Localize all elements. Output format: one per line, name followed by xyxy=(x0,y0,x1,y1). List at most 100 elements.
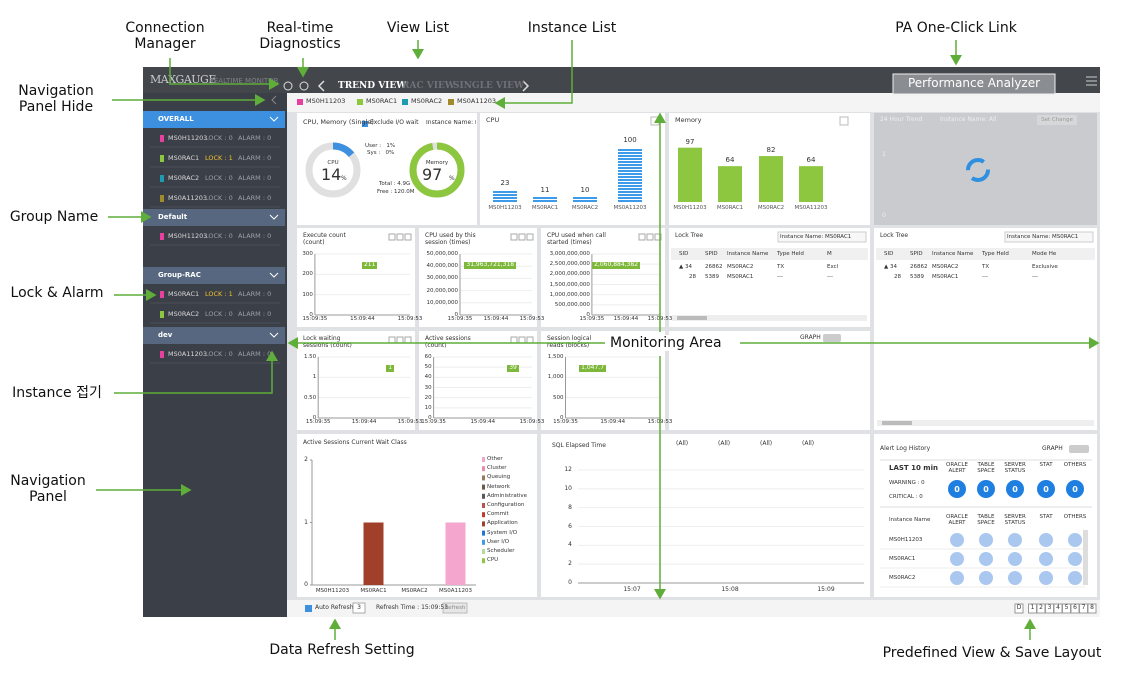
table-cell: 5389 xyxy=(705,274,719,280)
legend-label: Commit xyxy=(487,511,509,518)
annotation: Connection Manager xyxy=(125,20,205,53)
instance-name: MS0RAC2 xyxy=(411,97,443,105)
bar-stripe xyxy=(493,191,517,193)
chart-title: Execute count (count) xyxy=(303,232,346,246)
filter-select[interactable]: (All) xyxy=(802,440,815,447)
y-tick-label: 10 xyxy=(564,484,572,492)
filter-select[interactable]: (All) xyxy=(718,440,731,447)
refresh-interval[interactable]: 3 xyxy=(357,604,361,611)
table-cell: ▲ 34 xyxy=(884,264,897,270)
legend-swatch xyxy=(482,539,485,545)
layout-button[interactable]: 2 xyxy=(1039,604,1043,611)
y-tick-label: 40 xyxy=(424,374,432,381)
instance-swatch xyxy=(402,99,408,105)
layout-button[interactable]: 8 xyxy=(1090,604,1094,611)
layout-button[interactable]: 4 xyxy=(1056,604,1060,611)
x-tick-label: 15:09 xyxy=(817,586,835,593)
layout-button[interactable]: 5 xyxy=(1064,604,1069,611)
panel xyxy=(297,331,415,430)
view-tab[interactable]: SINGLE VIEW xyxy=(453,81,525,91)
layout-button[interactable]: 1 xyxy=(1030,604,1035,611)
donut-label: CPU xyxy=(327,160,339,166)
y-tick-label: 1 xyxy=(304,518,308,526)
group-name[interactable]: OVERALL xyxy=(158,115,194,123)
column-header: ORACLE ALERT xyxy=(946,462,968,475)
brand: MAXGAUGE xyxy=(150,73,216,86)
bar-label: 23 xyxy=(500,179,510,188)
status-dot xyxy=(1068,571,1082,585)
panel xyxy=(297,228,415,327)
x-tick-label: MS0RAC1 xyxy=(360,588,387,594)
group-name[interactable]: Group-RAC xyxy=(158,271,201,279)
view-tab[interactable]: RAC VIEW xyxy=(402,81,455,91)
bar-stripe xyxy=(618,176,642,178)
instance-row: MS0RAC2 xyxy=(889,575,916,581)
lock-count: LOCK : 0 xyxy=(205,134,233,142)
table-cell: 26862 xyxy=(705,264,723,270)
x-tick-label: 15:09:35 xyxy=(421,419,446,425)
group-header xyxy=(143,111,285,128)
x-tick-label: 15:09:53 xyxy=(647,419,673,425)
bar-stripe xyxy=(493,194,517,196)
y-tick-label: 50,000,000 xyxy=(426,251,459,257)
annotation: Instance 접기 xyxy=(12,385,102,401)
layout-button[interactable]: D xyxy=(1016,604,1022,611)
input-bg xyxy=(352,602,366,614)
status-dot xyxy=(1008,533,1022,547)
nav-instance[interactable]: MS0RAC1 xyxy=(168,154,200,162)
nav-instance[interactable]: MS0H11203 xyxy=(168,134,208,142)
legend-swatch xyxy=(482,558,485,564)
nav-hide-icon xyxy=(271,95,277,105)
chart-icon xyxy=(654,233,662,241)
button-bg xyxy=(442,602,468,614)
nav-instance[interactable]: MS0A11203 xyxy=(168,194,207,202)
nav-instance[interactable]: MS0A11203 xyxy=(168,350,207,358)
x-tick-label: 15:09:53 xyxy=(397,419,423,425)
scrollbar-thumb xyxy=(882,421,912,425)
y-tick-label: 1.50 xyxy=(303,354,317,360)
nav-instance[interactable]: MS0RAC2 xyxy=(168,310,200,318)
fold-icon xyxy=(269,272,279,278)
alarm-count: ALARM : 0 xyxy=(238,194,272,202)
status-dot xyxy=(979,533,993,547)
bar-stripe xyxy=(618,194,642,196)
y-tick-label: 2,500,000,000 xyxy=(549,261,590,268)
panel-title: CPU, Memory (Single) xyxy=(303,118,374,126)
layout-button[interactable]: 6 xyxy=(1073,604,1077,611)
column-header: Instance Name xyxy=(932,251,974,257)
nav-instance[interactable]: MS0H11203 xyxy=(168,232,208,240)
bar-stripe xyxy=(618,164,642,166)
instance-select: Instance Name: M xyxy=(426,120,476,126)
scrollbar-thumb xyxy=(677,316,707,320)
bar-stripe xyxy=(618,170,642,172)
alert-badge xyxy=(977,480,995,498)
view-tab[interactable]: TREND VIEW xyxy=(338,81,407,91)
legend-label: Network xyxy=(487,483,510,490)
y-tick-label: 6 xyxy=(568,522,572,530)
chart-title: Active sessions (count) xyxy=(425,335,471,349)
chart-title: Session logical reads (blocks) xyxy=(547,335,592,349)
table-cell: --- xyxy=(982,274,988,280)
column-header: TABLE SPACE xyxy=(977,514,995,527)
donut-label: Memory xyxy=(425,160,449,166)
group-name[interactable]: Default xyxy=(158,213,188,221)
group-name[interactable]: dev xyxy=(158,331,173,339)
filter-select[interactable]: (All) xyxy=(760,440,773,447)
layout-button[interactable]: 3 xyxy=(1047,604,1052,611)
nav-instance[interactable]: MS0RAC2 xyxy=(168,174,200,182)
refresh-button[interactable]: Refresh xyxy=(444,605,466,611)
layout-button[interactable]: 7 xyxy=(1081,604,1086,611)
legend-label: Application xyxy=(487,520,518,527)
nav-instance[interactable]: MS0RAC1 xyxy=(168,290,200,298)
table-cell: --- xyxy=(1032,274,1038,280)
x-tick-label: 15:09:35 xyxy=(447,316,473,322)
panel xyxy=(297,113,477,225)
filter-select[interactable]: (All) xyxy=(676,440,689,447)
group-header xyxy=(143,209,285,226)
chart-icon xyxy=(526,233,534,241)
set-change-button[interactable]: Set Change xyxy=(1041,117,1073,123)
pa-button[interactable]: Performance Analyzer xyxy=(907,76,1041,90)
connection-icon xyxy=(283,81,293,91)
legend-swatch xyxy=(482,521,485,527)
table-cell: TX xyxy=(777,264,785,270)
